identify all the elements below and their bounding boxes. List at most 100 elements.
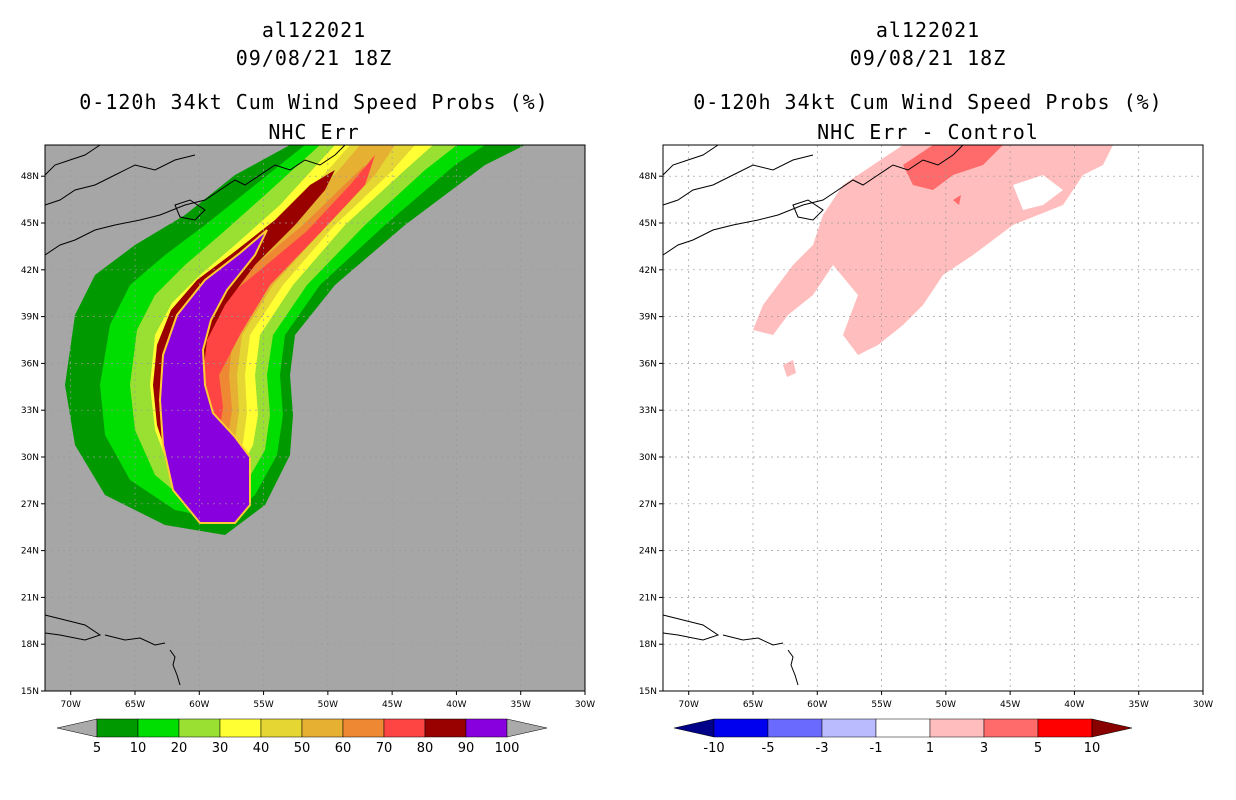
x-tick-label: 35W (511, 700, 531, 710)
right-title-subtitle: NHC Err - Control (817, 120, 1039, 144)
colorbar-box (983, 718, 1039, 738)
y-tick-label: 21N (21, 593, 39, 603)
left-colorbar: 5 10 20 30 40 50 60 70 80 90 100 (56, 718, 548, 755)
y-tick-label: 21N (639, 593, 657, 603)
x-tick-label: 30W (1193, 700, 1213, 710)
y-tick-label: 24N (21, 547, 39, 557)
right-map-frame (662, 144, 1204, 692)
right-grid-lines (663, 145, 1204, 692)
colorbar-label: 5 (93, 741, 101, 755)
y-tick-label: 18N (21, 640, 39, 650)
contour-90 (158, 229, 268, 524)
colorbar-box (96, 718, 139, 738)
y-tick-label: 27N (21, 500, 39, 510)
x-tick-label: 50W (318, 700, 338, 710)
colorbar-label: 30 (212, 741, 229, 755)
y-tick-label: 27N (639, 500, 657, 510)
colorbar-label: 70 (376, 741, 393, 755)
colorbar-label: 3 (980, 741, 988, 755)
colorbar-label: -3 (816, 741, 829, 755)
right-title-product: 0-120h 34kt Cum Wind Speed Probs (%) (693, 90, 1163, 114)
y-tick-label: 39N (639, 313, 657, 323)
y-tick-label: 36N (21, 359, 39, 369)
y-tick-label: 33N (639, 406, 657, 416)
right-title-storm-id: al122021 (875, 18, 981, 42)
left-map-frame (44, 144, 586, 692)
y-tick-label: 33N (21, 406, 39, 416)
right-title-datetime: 09/08/21 18Z (849, 46, 1007, 70)
colorbar-box (713, 718, 769, 738)
left-probability-contours (65, 145, 525, 535)
y-tick-label: 24N (639, 547, 657, 557)
y-tick-label: 45N (21, 219, 39, 229)
x-tick-label: 65W (743, 700, 763, 710)
colorbar-box (875, 718, 931, 738)
right-latitude-ticks: 15N 18N 21N 24N 27N 30N 33N 36N 39N 42N 45N 48N (639, 172, 663, 697)
y-tick-label: 45N (639, 219, 657, 229)
colorbar-box (260, 718, 303, 738)
colorbar-label: 50 (294, 741, 311, 755)
x-tick-label: 70W (61, 700, 81, 710)
colorbar-box (929, 718, 985, 738)
diff-positive-3 (903, 145, 1003, 190)
y-tick-label: 15N (21, 687, 39, 697)
x-tick-label: 50W (936, 700, 956, 710)
right-colorbar: -10 -5 -3 -1 1 3 5 10 (673, 718, 1133, 755)
x-tick-label: 55W (871, 700, 891, 710)
y-tick-label: 42N (639, 266, 657, 276)
colorbar-label: 10 (130, 741, 147, 755)
colorbar-over-triangle (1091, 718, 1133, 738)
right-coastlines (662, 144, 964, 686)
x-tick-label: 60W (807, 700, 827, 710)
colorbar-label: 40 (253, 741, 270, 755)
colorbar-box (383, 718, 426, 738)
diff-white-gaps (963, 175, 1063, 310)
diff-positive-small-patch (783, 360, 796, 377)
y-tick-label: 36N (639, 359, 657, 369)
colorbar-box (424, 718, 467, 738)
x-tick-label: 45W (382, 700, 402, 710)
colorbar-label: -10 (703, 741, 724, 755)
colorbar-under-triangle (673, 718, 715, 738)
colorbar-label: 5 (1034, 741, 1042, 755)
left-title-storm-id: al122021 (261, 18, 367, 42)
colorbar-label: 20 (171, 741, 188, 755)
colorbar-over-triangle (506, 718, 548, 738)
colorbar-box (465, 718, 508, 738)
left-title-product: 0-120h 34kt Cum Wind Speed Probs (%) (79, 90, 549, 114)
colorbar-label: -1 (870, 741, 883, 755)
x-tick-label: 40W (446, 700, 466, 710)
left-longitude-ticks: 70W 65W 60W 55W 50W 45W 40W 35W 30W (61, 691, 595, 710)
x-tick-label: 55W (253, 700, 273, 710)
y-tick-label: 18N (639, 640, 657, 650)
colorbar-label: 1 (926, 741, 934, 755)
colorbar-label: 100 (495, 741, 520, 755)
left-latitude-ticks: 15N 18N 21N 24N 27N 30N 33N 36N 39N 42N 45N 48N (21, 172, 45, 697)
colorbar-label: -5 (762, 741, 775, 755)
colorbar-box (301, 718, 344, 738)
x-tick-label: 45W (1000, 700, 1020, 710)
colorbar-label: 10 (1084, 741, 1101, 755)
colorbar-box (178, 718, 221, 738)
y-tick-label: 48N (21, 172, 39, 182)
y-tick-label: 39N (21, 313, 39, 323)
colorbar-box (137, 718, 180, 738)
left-coastlines (44, 144, 346, 686)
left-probability-map: 70W 65W 60W 55W 50W 45W 40W 35W 30W 15N 18N 21N 24N… (21, 144, 595, 710)
colorbar-box (219, 718, 262, 738)
contour-60 (176, 165, 365, 475)
y-tick-label: 30N (21, 453, 39, 463)
x-tick-label: 40W (1064, 700, 1084, 710)
right-longitude-ticks: 70W 65W 60W 55W 50W 45W 40W 35W 30W (679, 691, 1213, 710)
y-tick-label: 30N (639, 453, 657, 463)
y-tick-label: 42N (21, 266, 39, 276)
y-tick-label: 48N (639, 172, 657, 182)
colorbar-label: 60 (335, 741, 352, 755)
colorbar-under-triangle (56, 718, 98, 738)
colorbar-box (342, 718, 385, 738)
colorbar-label: 90 (458, 741, 475, 755)
x-tick-label: 30W (575, 700, 595, 710)
colorbar-box (821, 718, 877, 738)
colorbar-label: 80 (417, 741, 434, 755)
x-tick-label: 60W (189, 700, 209, 710)
